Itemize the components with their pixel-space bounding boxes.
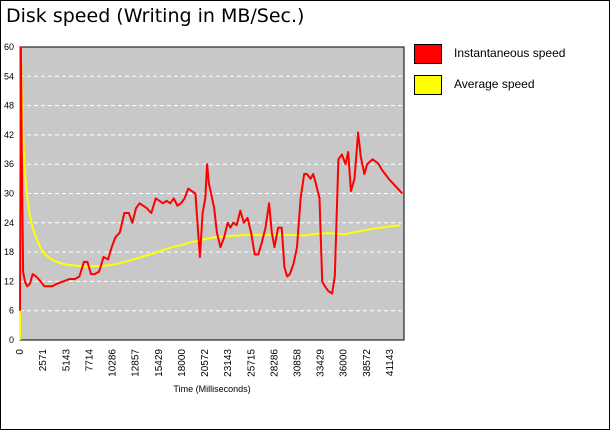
x-tick-label: 20572 xyxy=(200,349,211,377)
x-tick-label: 41143 xyxy=(385,349,396,377)
x-tick-label: 15429 xyxy=(154,349,165,377)
y-tick-label: 24 xyxy=(4,218,14,228)
legend-label: Instantaneous speed xyxy=(454,46,566,60)
y-tick-label: 12 xyxy=(4,276,14,286)
series-line-instantaneous xyxy=(19,46,403,311)
x-tick-label: 38572 xyxy=(362,349,373,377)
legend-swatch xyxy=(414,75,442,95)
x-tick-label: 10286 xyxy=(108,349,119,377)
legend-label: Average speed xyxy=(454,77,535,91)
x-tick-label: 23143 xyxy=(223,349,234,377)
x-tick-label: 28286 xyxy=(269,349,280,377)
y-tick-label: 42 xyxy=(4,130,14,140)
y-tick-label: 0 xyxy=(9,335,14,345)
y-tick-label: 6 xyxy=(9,306,14,316)
x-tick-label: 18000 xyxy=(177,349,188,377)
x-tick-label: 7714 xyxy=(84,349,95,372)
x-tick-label: 12857 xyxy=(131,349,142,377)
y-tick-label: 18 xyxy=(4,247,14,257)
y-tick-label: 30 xyxy=(4,189,14,199)
x-tick-label: 30858 xyxy=(293,349,304,377)
chart-title: Disk speed (Writing in MB/Sec.) xyxy=(6,5,305,27)
x-tick-label: 25715 xyxy=(246,349,257,377)
legend-swatch xyxy=(414,44,442,64)
x-tick-label: 5143 xyxy=(61,349,72,372)
x-axis-label: Time (Milliseconds) xyxy=(173,384,250,394)
x-tick-label: 0 xyxy=(15,349,26,355)
y-tick-label: 54 xyxy=(4,71,14,81)
y-tick-label: 60 xyxy=(4,42,14,52)
y-tick-label: 48 xyxy=(4,101,14,111)
x-tick-label: 36000 xyxy=(339,349,350,377)
x-tick-label: 2571 xyxy=(38,349,49,372)
y-tick-label: 36 xyxy=(4,159,14,169)
x-tick-label: 33429 xyxy=(316,349,327,377)
